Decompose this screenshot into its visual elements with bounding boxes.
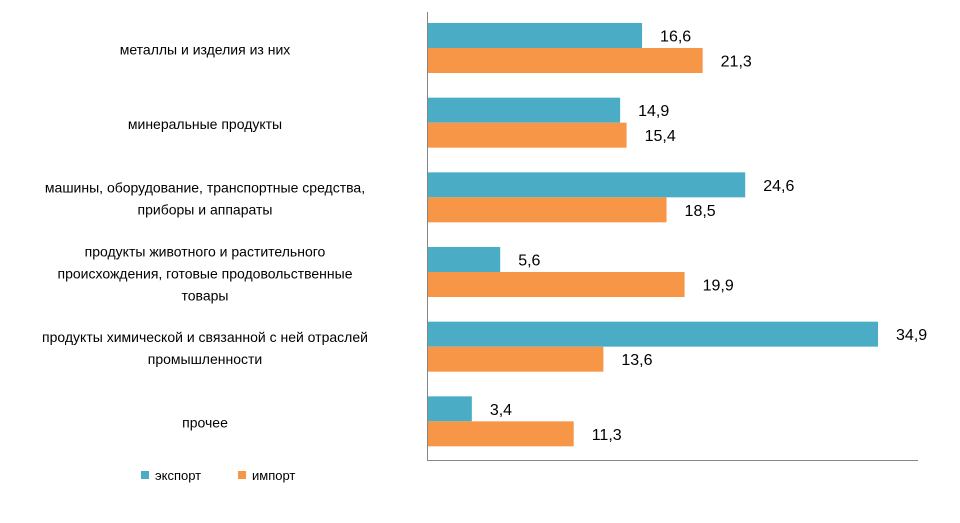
category-label-3-line-2: товары	[182, 287, 229, 303]
value-labels: 16,6 21,3 14,9 15,4 24,6 18,5 5,6 19,9 34,9 13,6 3…	[490, 29, 927, 444]
bar-экспорт-0	[428, 23, 643, 48]
bar-экспорт-4	[428, 321, 879, 347]
category-label-2-line-1: приборы и аппараты	[138, 202, 273, 218]
legend-swatch-импорт	[238, 471, 246, 479]
bar-импорт-2	[428, 197, 667, 223]
bar-экспорт-2	[428, 172, 746, 198]
value-label-экспорт-5: 3,4	[490, 402, 512, 419]
value-label-импорт-2: 18,5	[685, 203, 716, 220]
category-label-0: металлы и изделия из них	[120, 41, 291, 57]
value-label-экспорт-4: 34,9	[896, 327, 927, 344]
value-label-импорт-5: 11,3	[592, 427, 622, 444]
value-label-экспорт-3: 5,6	[518, 253, 540, 270]
category-label-3-line-0: продукты животного и растительного	[85, 243, 326, 259]
category-label-3-line-1: происхождения, готовые продовольственные	[58, 265, 353, 281]
category-label-4-line-0: продукты химической и связанной с ней от…	[42, 329, 368, 345]
legend-swatch-экспорт	[141, 471, 149, 479]
legend-label-экспорт: экспорт	[155, 468, 201, 483]
bars-group	[428, 23, 879, 447]
category-label-5: прочее	[182, 415, 228, 431]
bar-импорт-0	[428, 48, 703, 73]
value-label-импорт-4: 13,6	[621, 352, 652, 369]
value-label-экспорт-2: 24,6	[763, 178, 794, 195]
legend: экспорт импорт	[141, 468, 295, 483]
bar-импорт-5	[428, 421, 574, 447]
value-label-экспорт-1: 14,9	[638, 103, 669, 120]
value-label-импорт-1: 15,4	[645, 128, 676, 145]
category-label-4-line-1: промышленности	[148, 351, 263, 367]
legend-label-импорт: импорт	[252, 468, 295, 483]
category-label-2-line-0: машины, оборудование, транспортные средс…	[45, 180, 365, 196]
bar-экспорт-5	[428, 396, 472, 422]
bar-импорт-1	[428, 122, 627, 148]
category-labels: металлы и изделия из них минеральные прод…	[42, 41, 368, 430]
category-label-1: минеральные продукты	[128, 116, 282, 132]
value-label-экспорт-0: 16,6	[660, 29, 691, 46]
bar-импорт-3	[428, 272, 685, 297]
bar-экспорт-3	[428, 247, 501, 272]
bar-экспорт-1	[428, 97, 621, 123]
value-label-импорт-3: 19,9	[703, 278, 734, 295]
value-label-импорт-0: 21,3	[721, 54, 752, 71]
bar-импорт-4	[428, 346, 604, 372]
